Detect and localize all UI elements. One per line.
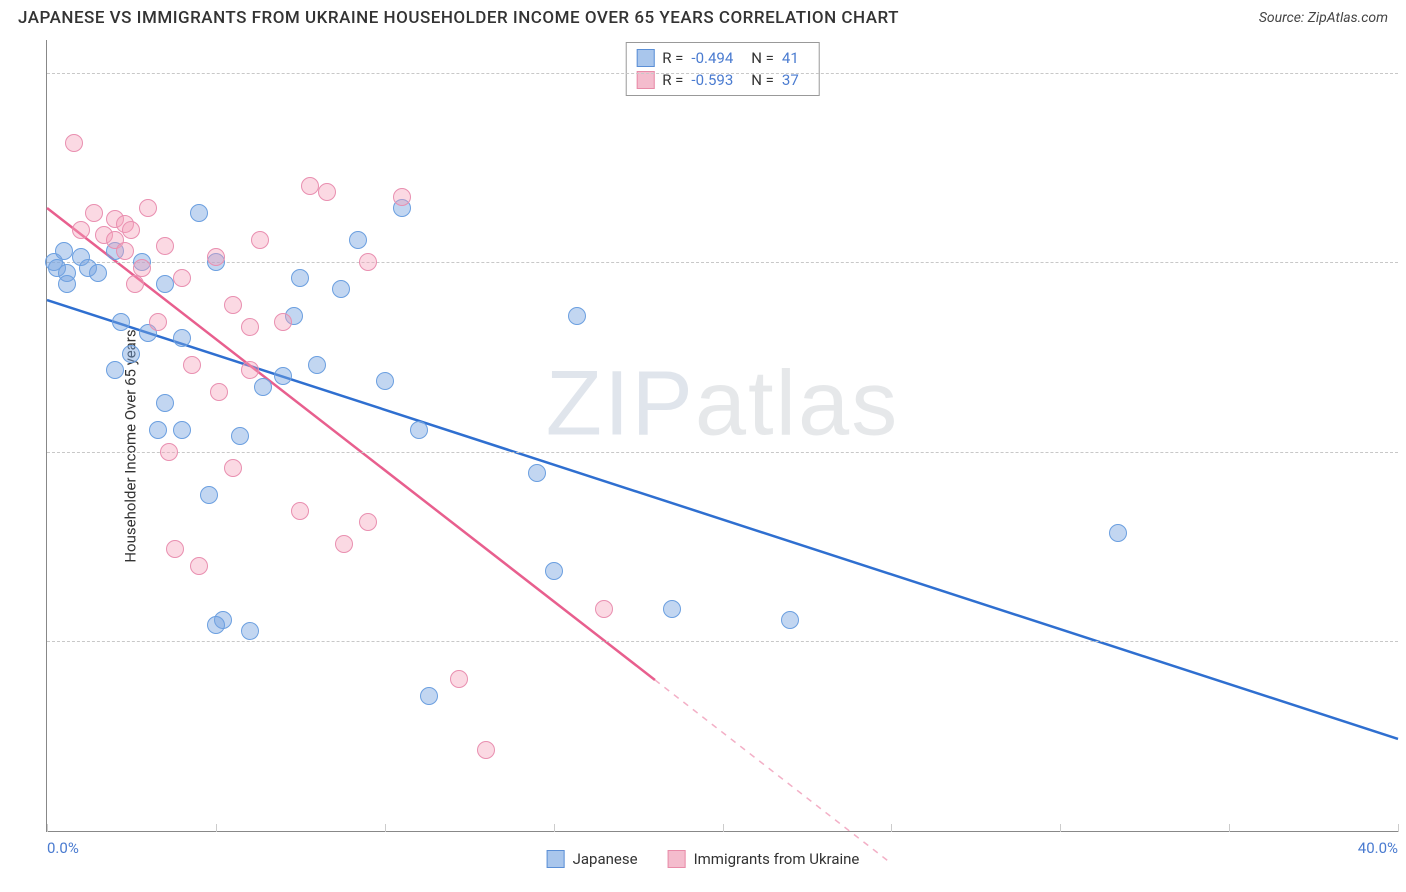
data-point — [251, 231, 269, 249]
data-point — [274, 367, 292, 385]
data-point — [335, 535, 353, 553]
stats-row: R = -0.494N = 41 — [636, 47, 809, 69]
data-point — [207, 616, 225, 634]
data-point — [133, 259, 151, 277]
legend-swatch — [636, 49, 654, 67]
data-point — [183, 356, 201, 374]
data-point — [420, 687, 438, 705]
legend-swatch — [636, 71, 654, 89]
chart-title: JAPANESE VS IMMIGRANTS FROM UKRAINE HOUS… — [18, 8, 899, 28]
x-tick — [1398, 824, 1399, 832]
legend-swatch — [547, 850, 565, 868]
data-point — [200, 486, 218, 504]
data-point — [122, 345, 140, 363]
legend-swatch — [668, 850, 686, 868]
data-point — [450, 670, 468, 688]
data-point — [126, 275, 144, 293]
data-point — [210, 383, 228, 401]
data-point — [291, 502, 309, 520]
x-min-label: 0.0% — [47, 839, 79, 857]
data-point — [149, 421, 167, 439]
data-point — [545, 562, 563, 580]
data-point — [349, 231, 367, 249]
data-point — [254, 378, 272, 396]
data-point — [291, 269, 309, 287]
data-point — [224, 459, 242, 477]
data-point — [85, 204, 103, 222]
data-point — [477, 741, 495, 759]
data-point — [149, 313, 167, 331]
x-tick — [1229, 824, 1230, 832]
data-point — [241, 361, 259, 379]
gridline — [47, 262, 1398, 263]
data-point — [1109, 524, 1127, 542]
bottom-legend: Japanese Immigrants from Ukraine — [547, 850, 860, 868]
data-point — [274, 313, 292, 331]
data-point — [190, 557, 208, 575]
x-tick — [1060, 824, 1061, 832]
regression-lines — [47, 40, 1398, 831]
x-max-label: 40.0% — [1358, 839, 1398, 857]
data-point — [359, 253, 377, 271]
data-point — [139, 199, 157, 217]
legend-item: Immigrants from Ukraine — [668, 850, 860, 868]
x-tick — [723, 824, 724, 832]
data-point — [89, 264, 107, 282]
data-point — [781, 611, 799, 629]
x-tick — [891, 824, 892, 832]
data-point — [663, 600, 681, 618]
legend-label: Immigrants from Ukraine — [694, 850, 860, 868]
data-point — [241, 622, 259, 640]
gridline — [47, 73, 1398, 74]
data-point — [528, 464, 546, 482]
data-point — [72, 221, 90, 239]
x-tick — [554, 824, 555, 832]
data-point — [359, 513, 377, 531]
data-point — [393, 188, 411, 206]
data-point — [65, 134, 83, 152]
gridline — [47, 452, 1398, 453]
legend-item: Japanese — [547, 850, 638, 868]
data-point — [595, 600, 613, 618]
data-point — [156, 237, 174, 255]
legend-label: Japanese — [573, 850, 638, 868]
data-point — [231, 427, 249, 445]
watermark: ZIPatlas — [546, 351, 899, 456]
data-point — [190, 204, 208, 222]
data-point — [160, 443, 178, 461]
data-point — [58, 275, 76, 293]
data-point — [308, 356, 326, 374]
data-point — [301, 177, 319, 195]
data-point — [241, 318, 259, 336]
data-point — [318, 183, 336, 201]
data-point — [207, 248, 225, 266]
data-point — [116, 242, 134, 260]
data-point — [112, 313, 130, 331]
data-point — [173, 329, 191, 347]
stats-legend: R = -0.494N = 41R = -0.593N = 37 — [625, 42, 820, 96]
data-point — [156, 275, 174, 293]
data-point — [568, 307, 586, 325]
data-point — [173, 421, 191, 439]
data-point — [410, 421, 428, 439]
data-point — [224, 296, 242, 314]
source-label: Source: ZipAtlas.com — [1259, 10, 1388, 26]
x-tick — [216, 824, 217, 832]
gridline — [47, 641, 1398, 642]
data-point — [122, 221, 140, 239]
chart-plot-area: ZIPatlas R = -0.494N = 41R = -0.593N = 3… — [46, 40, 1398, 832]
data-point — [106, 361, 124, 379]
data-point — [156, 394, 174, 412]
data-point — [55, 242, 73, 260]
data-point — [376, 372, 394, 390]
data-point — [173, 269, 191, 287]
data-point — [166, 540, 184, 558]
x-tick — [47, 824, 48, 832]
data-point — [332, 280, 350, 298]
x-tick — [385, 824, 386, 832]
